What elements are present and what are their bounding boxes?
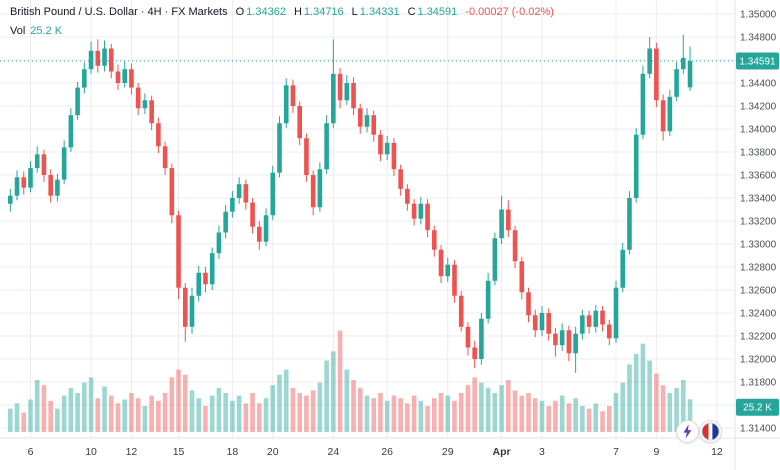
svg-text:1.34200: 1.34200 [740, 102, 777, 113]
low-label: L [351, 6, 358, 18]
market-flag-button[interactable] [699, 420, 722, 443]
svg-text:20: 20 [267, 446, 279, 458]
svg-text:1.32400: 1.32400 [740, 309, 777, 320]
svg-text:1.34800: 1.34800 [740, 33, 777, 44]
volume-value: 25.2 K [30, 25, 63, 37]
svg-text:1.33600: 1.33600 [740, 171, 777, 182]
svg-text:1.32200: 1.32200 [740, 332, 777, 343]
svg-text:10: 10 [85, 446, 97, 458]
svg-text:12: 12 [711, 446, 723, 458]
svg-text:1.33400: 1.33400 [740, 194, 777, 205]
svg-text:29: 29 [442, 446, 454, 458]
svg-text:9: 9 [653, 446, 659, 458]
candles [8, 34, 693, 373]
low-value: 1.34331 [359, 6, 400, 18]
svg-text:26: 26 [381, 446, 393, 458]
svg-text:1.32000: 1.32000 [740, 355, 777, 366]
price-axis[interactable]: 1.350001.348001.346001.344001.342001.340… [740, 10, 777, 435]
svg-text:3: 3 [539, 446, 545, 458]
svg-text:24: 24 [327, 446, 339, 458]
svg-text:15: 15 [173, 446, 185, 458]
svg-text:7: 7 [613, 446, 619, 458]
svg-text:6: 6 [28, 446, 34, 458]
svg-text:12: 12 [126, 446, 138, 458]
svg-text:1.32600: 1.32600 [740, 286, 777, 297]
price-change: -0.00027 (-0.02%) [465, 6, 554, 18]
high-label: H [293, 6, 302, 18]
legend-row-ohlc: British Pound / U.S. Dollar · 4H · FX Ma… [10, 7, 554, 18]
svg-text:Apr: Apr [493, 446, 511, 458]
svg-text:1.31800: 1.31800 [740, 378, 777, 389]
svg-text:1.35000: 1.35000 [740, 10, 777, 21]
volume-badge: 25.2 K [736, 398, 779, 416]
svg-text:1.34000: 1.34000 [740, 125, 777, 136]
svg-text:18: 18 [227, 446, 239, 458]
svg-text:1.34591: 1.34591 [739, 57, 776, 68]
close-label: C [407, 6, 416, 18]
svg-text:1.34400: 1.34400 [740, 79, 777, 90]
svg-text:1.33800: 1.33800 [740, 148, 777, 159]
legend: British Pound / U.S. Dollar · 4H · FX Ma… [10, 7, 554, 37]
open-value: 1.34362 [246, 6, 286, 18]
lightning-bolt-icon [683, 424, 692, 439]
legend-row-volume: Vol 25.2 K [10, 26, 554, 37]
high-value: 1.34716 [303, 6, 344, 18]
open-label: O [235, 6, 245, 18]
svg-text:1.33200: 1.33200 [740, 217, 777, 228]
svg-text:25.2 K: 25.2 K [743, 403, 772, 414]
volume-bars [8, 330, 693, 432]
flag-icon [701, 422, 720, 441]
svg-text:1.31400: 1.31400 [740, 424, 777, 435]
svg-text:1.33000: 1.33000 [740, 240, 777, 251]
volume-label: Vol [10, 25, 26, 37]
time-axis[interactable]: 6 10 12 15 18 20 24 26 29 Apr 3 7 9 12 [28, 446, 723, 458]
last-price-badge: 1.34591 [736, 52, 779, 70]
close-value: 1.34591 [417, 6, 458, 18]
quick-action-button[interactable] [676, 420, 699, 443]
symbol-title[interactable]: British Pound / U.S. Dollar · 4H · FX Ma… [10, 6, 228, 18]
svg-text:1.32800: 1.32800 [740, 263, 777, 274]
